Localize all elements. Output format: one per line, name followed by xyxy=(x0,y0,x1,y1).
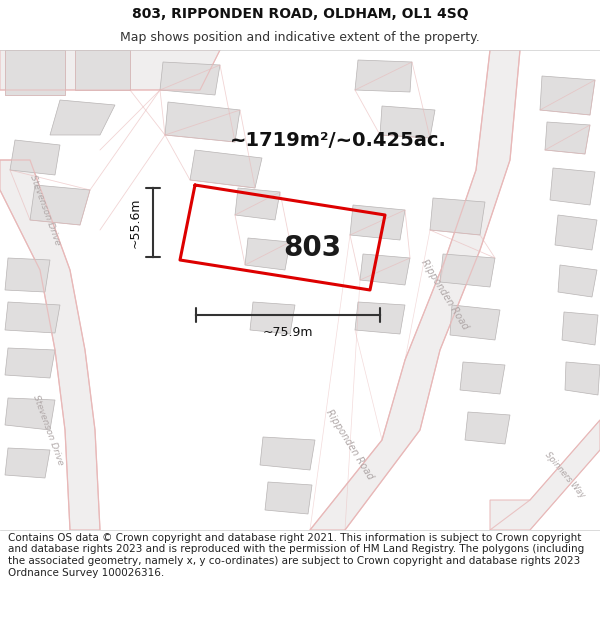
Polygon shape xyxy=(5,258,50,292)
Polygon shape xyxy=(50,100,115,135)
Polygon shape xyxy=(565,362,600,395)
Polygon shape xyxy=(310,50,520,530)
Text: Spinners Way: Spinners Way xyxy=(543,450,587,500)
Polygon shape xyxy=(190,150,262,188)
Polygon shape xyxy=(245,238,290,270)
Polygon shape xyxy=(450,305,500,340)
Polygon shape xyxy=(10,140,60,175)
Polygon shape xyxy=(460,362,505,394)
Polygon shape xyxy=(75,50,130,90)
Text: Stevenson Drive: Stevenson Drive xyxy=(28,174,62,246)
Polygon shape xyxy=(0,50,220,90)
Polygon shape xyxy=(360,254,410,285)
Polygon shape xyxy=(265,482,312,514)
Polygon shape xyxy=(490,420,600,530)
Polygon shape xyxy=(5,50,65,95)
Polygon shape xyxy=(5,448,50,478)
Text: ~75.9m: ~75.9m xyxy=(263,326,313,339)
Polygon shape xyxy=(355,60,412,92)
Polygon shape xyxy=(465,412,510,444)
Polygon shape xyxy=(30,185,90,225)
Polygon shape xyxy=(550,168,595,205)
Polygon shape xyxy=(5,302,60,333)
Polygon shape xyxy=(5,348,55,378)
Polygon shape xyxy=(160,62,220,95)
Polygon shape xyxy=(540,76,595,115)
Text: ~1719m²/~0.425ac.: ~1719m²/~0.425ac. xyxy=(230,131,447,149)
Polygon shape xyxy=(5,398,55,430)
Polygon shape xyxy=(0,160,100,530)
Text: 803: 803 xyxy=(283,234,341,261)
Text: Ripponden Road: Ripponden Road xyxy=(325,408,376,482)
Text: 803, RIPPONDEN ROAD, OLDHAM, OL1 4SQ: 803, RIPPONDEN ROAD, OLDHAM, OL1 4SQ xyxy=(131,7,469,21)
Polygon shape xyxy=(440,254,495,287)
Polygon shape xyxy=(562,312,598,345)
Text: Contains OS data © Crown copyright and database right 2021. This information is : Contains OS data © Crown copyright and d… xyxy=(8,533,584,578)
Polygon shape xyxy=(355,302,405,334)
Polygon shape xyxy=(380,106,435,138)
Polygon shape xyxy=(545,122,590,154)
Polygon shape xyxy=(555,215,597,250)
Text: ~55.6m: ~55.6m xyxy=(128,198,142,248)
Polygon shape xyxy=(165,102,240,142)
Text: Map shows position and indicative extent of the property.: Map shows position and indicative extent… xyxy=(120,31,480,44)
Polygon shape xyxy=(430,198,485,235)
Polygon shape xyxy=(558,265,597,297)
Polygon shape xyxy=(250,302,295,334)
Polygon shape xyxy=(260,437,315,470)
Text: Ripponden Road: Ripponden Road xyxy=(419,258,470,332)
Polygon shape xyxy=(350,205,405,240)
Polygon shape xyxy=(235,188,280,220)
Text: Stevenson Drive: Stevenson Drive xyxy=(31,394,65,466)
